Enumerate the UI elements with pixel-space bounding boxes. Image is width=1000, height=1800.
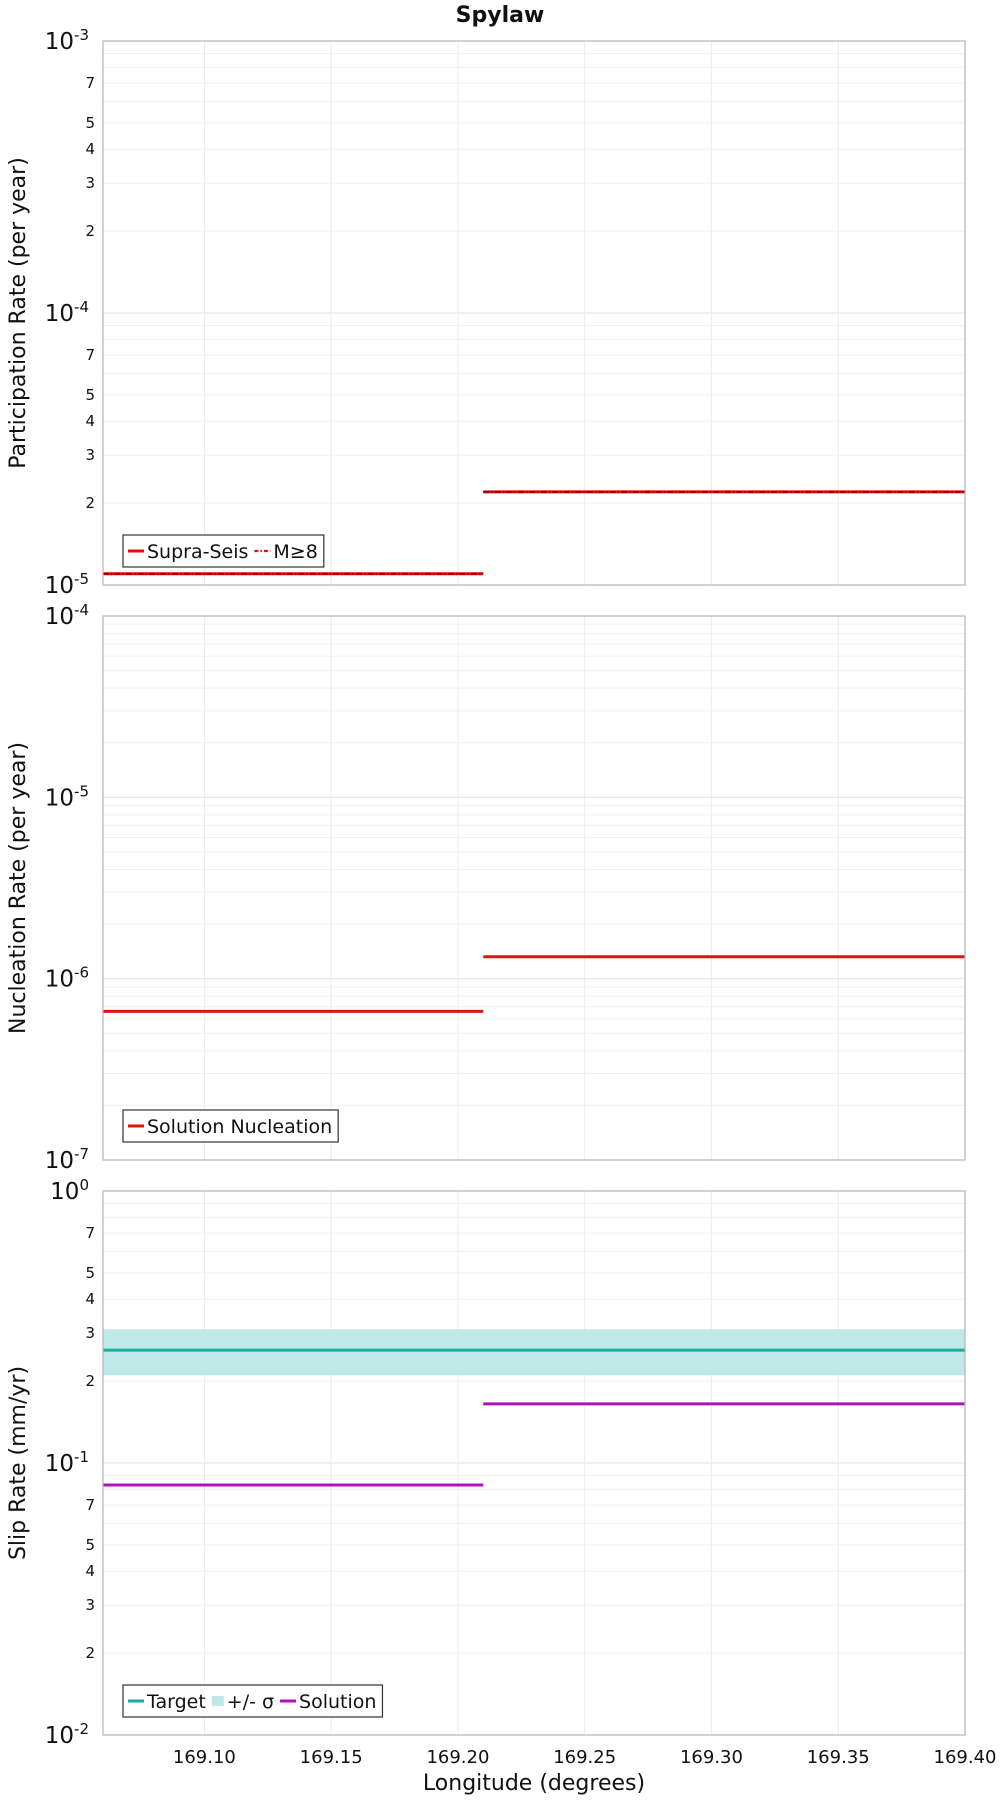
y-minor-tick-label: 5	[85, 114, 95, 132]
y-minor-tick-label: 5	[85, 1536, 95, 1554]
y-minor-tick-label: 4	[85, 140, 95, 158]
x-tick-label: 169.30	[680, 1747, 743, 1768]
panel-1: 10-5 10-4 10-3 2 3 4 5 7 2 3 4 5 7 Participation Rate…	[6, 26, 966, 599]
x-axis-label: Longitude (degrees)	[423, 1771, 645, 1796]
legend-label: Solution	[299, 1691, 376, 1713]
y-tick-label: 10-3	[45, 26, 89, 55]
y-minor-tick-label: 3	[85, 174, 95, 192]
legend-box	[122, 534, 325, 568]
y-tick-label: 10-2	[45, 1720, 89, 1749]
legend: Supra-Seis M≥8	[122, 534, 325, 568]
y-tick-label: 10-7	[45, 1145, 89, 1174]
y-axis-label: Participation Rate (per year)	[6, 157, 31, 469]
sigma-band	[103, 1329, 965, 1376]
plot-area	[103, 616, 965, 1160]
y-tick-label: 10-1	[45, 1448, 89, 1477]
y-axis-label: Nucleation Rate (per year)	[6, 742, 31, 1034]
x-tick-label: 169.35	[807, 1747, 870, 1768]
y-minor-tick-label: 2	[85, 1644, 95, 1662]
y-axis-label: Slip Rate (mm/yr)	[6, 1366, 31, 1560]
y-minor-tick-label: 2	[85, 494, 95, 512]
plot-frame	[102, 615, 966, 1161]
panel-3: 10-2 10-1 100 2 3 4 5 7 2 3 4 5 7 Slip Rate (mm/yr) Ta…	[6, 1176, 996, 1768]
figure-title: Spylaw	[456, 3, 545, 28]
legend-box	[122, 1109, 339, 1143]
x-tick-label: 169.40	[934, 1747, 997, 1768]
y-tick-label: 10-5	[45, 782, 89, 811]
y-minor-tick-label: 4	[85, 1290, 95, 1308]
y-minor-tick-label: 7	[85, 1496, 95, 1514]
y-minor-tick-label: 2	[85, 222, 95, 240]
y-minor-tick-label: 3	[85, 446, 95, 464]
legend-label: Supra-Seis	[147, 541, 248, 563]
y-minor-tick-label: 7	[85, 1224, 95, 1242]
y-minor-tick-label: 3	[85, 1596, 95, 1614]
x-tick-label: 169.20	[426, 1747, 489, 1768]
y-tick-label: 10-4	[45, 298, 89, 327]
y-minor-tick-label: 7	[85, 74, 95, 92]
legend-label: Solution Nucleation	[147, 1116, 332, 1138]
y-minor-tick-label: 5	[85, 386, 95, 404]
y-minor-tick-label: 3	[85, 1324, 95, 1342]
legend: Target +/- σ Solution	[122, 1684, 384, 1718]
plot-frame	[102, 1190, 966, 1736]
y-minor-tick-label: 7	[85, 346, 95, 364]
legend-label: +/- σ	[227, 1691, 274, 1713]
plot-frame	[102, 40, 966, 586]
legend-box	[122, 1684, 384, 1718]
legend-label: Target	[146, 1691, 206, 1713]
legend: Solution Nucleation	[122, 1109, 339, 1143]
y-tick-label: 10-4	[45, 601, 89, 630]
panel-2: 10-7 10-6 10-5 10-4 Nucleation Rate (per yea…	[6, 601, 966, 1174]
x-tick-label: 169.10	[173, 1747, 236, 1768]
x-tick-label: 169.15	[300, 1747, 363, 1768]
y-minor-tick-label: 4	[85, 412, 95, 430]
y-minor-tick-label: 5	[85, 1264, 95, 1282]
y-tick-label: 100	[50, 1176, 89, 1205]
legend-swatch	[211, 1696, 224, 1706]
y-minor-tick-label: 4	[85, 1562, 95, 1580]
x-tick-label: 169.25	[553, 1747, 616, 1768]
legend-label: M≥8	[273, 541, 317, 563]
y-tick-label: 10-5	[45, 570, 89, 599]
y-minor-tick-label: 2	[85, 1372, 95, 1390]
y-tick-label: 10-6	[45, 964, 89, 993]
